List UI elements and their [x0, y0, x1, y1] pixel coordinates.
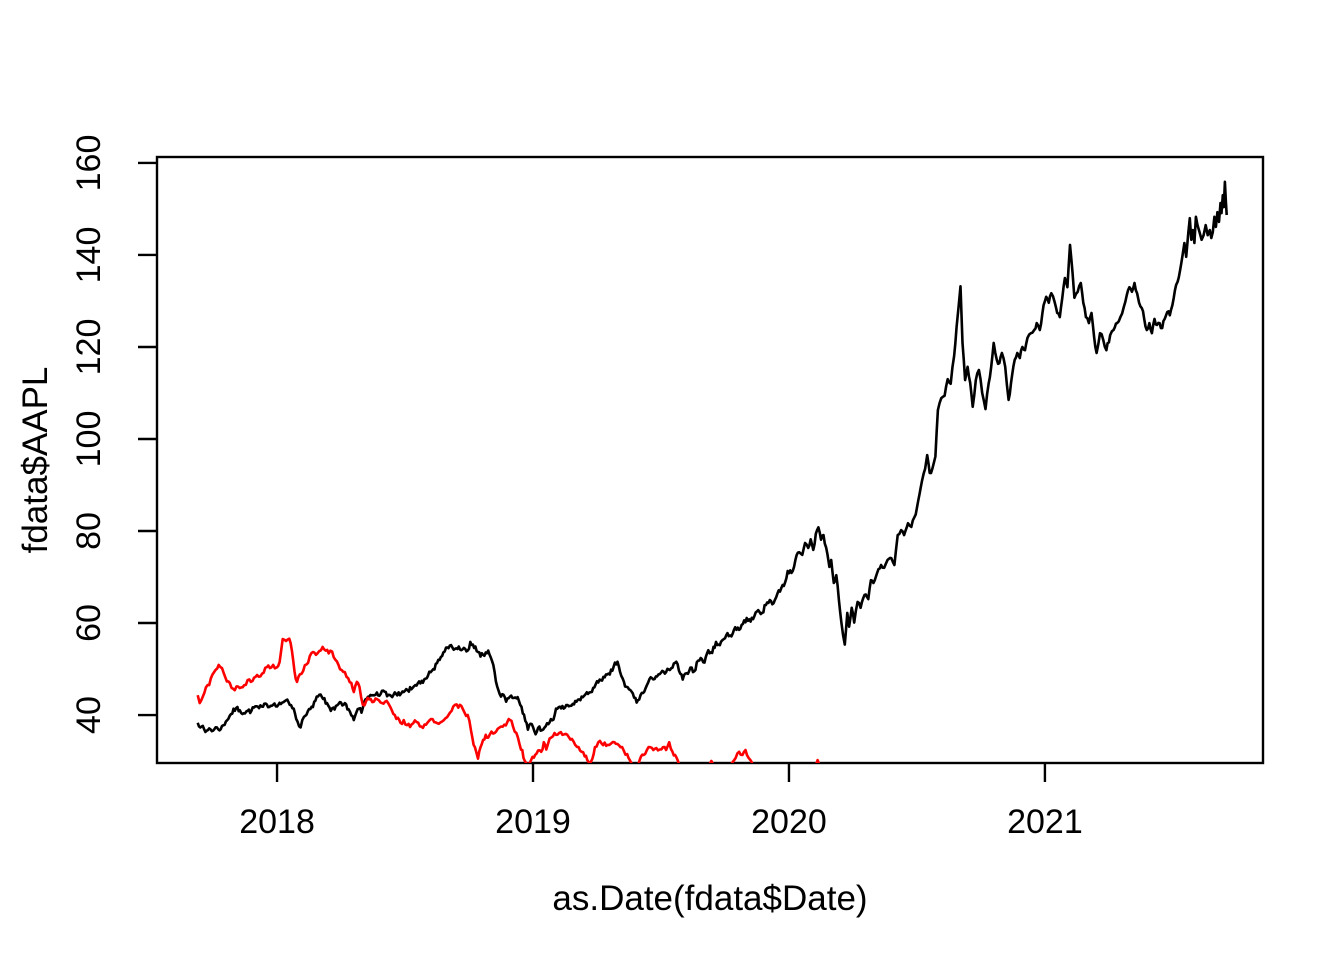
- y-tick-label: 80: [70, 512, 108, 550]
- y-tick-label: 160: [70, 135, 108, 192]
- x-axis: 2018 2019 2020 2021: [239, 763, 1083, 841]
- y-tick-label: 100: [70, 411, 108, 468]
- x-tick-label: 2021: [1007, 803, 1083, 841]
- x-tick-label: 2019: [495, 803, 571, 841]
- y-axis-title: fdata$AAPL: [16, 367, 55, 554]
- y-tick-label: 60: [70, 604, 108, 642]
- x-tick-label: 2020: [751, 803, 827, 841]
- line-series2-red: [196, 637, 821, 763]
- y-tick-label: 40: [70, 696, 108, 734]
- y-tick-label: 120: [70, 319, 108, 376]
- y-axis: 40 60 80 100 120 140 160: [70, 135, 157, 734]
- plot-border: [155, 155, 1265, 765]
- line-aapl-black: [196, 180, 1228, 736]
- x-tick-label: 2018: [239, 803, 315, 841]
- series-lines: [196, 180, 1228, 763]
- x-axis-title: as.Date(fdata$Date): [552, 879, 867, 918]
- y-tick-label: 140: [70, 227, 108, 284]
